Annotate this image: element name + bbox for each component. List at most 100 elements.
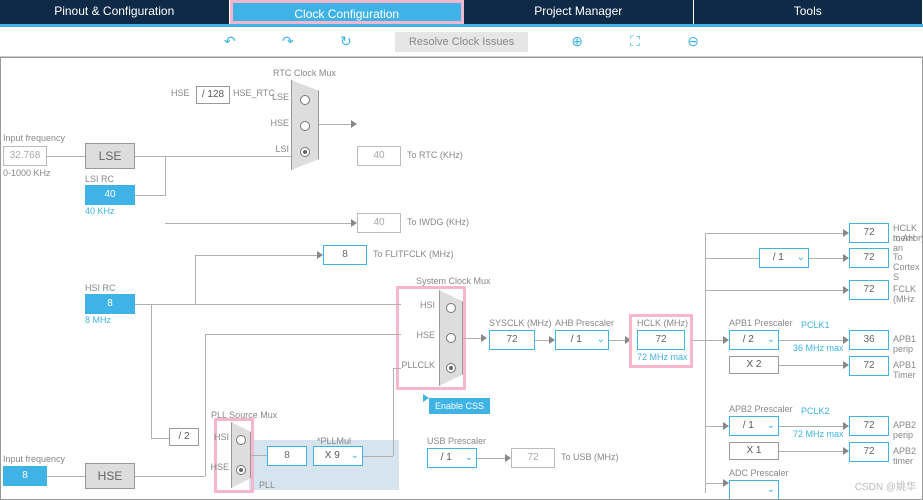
- lsi-freq: 40 KHz: [85, 206, 115, 216]
- tab-project[interactable]: Project Manager: [464, 0, 694, 24]
- lse-range: 0-1000 KHz: [3, 168, 51, 178]
- usb-prescaler[interactable]: / 1: [427, 448, 477, 468]
- pll-lbl: PLL: [259, 480, 275, 490]
- refresh-icon[interactable]: ↻: [337, 33, 355, 50]
- apb2-timer-lbl: APB2 timer: [893, 446, 922, 466]
- enable-css-button[interactable]: Enable CSS: [429, 398, 490, 414]
- lse-input-value[interactable]: 32.768: [3, 146, 47, 166]
- ahb-lbl: AHB Prescaler: [555, 318, 614, 328]
- lsi-label: LSI RC: [85, 174, 114, 184]
- sys-s2: PLLCLK: [397, 360, 435, 370]
- hclk-lbl: HCLK (MHz): [637, 318, 688, 328]
- adc-prescaler[interactable]: [729, 480, 779, 500]
- apb2-lbl: APB2 Prescaler: [729, 404, 793, 414]
- apb1-timer: 72: [849, 356, 889, 376]
- hclk-value[interactable]: 72: [637, 330, 685, 350]
- resolve-button[interactable]: Resolve Clock Issues: [395, 32, 528, 52]
- undo-icon[interactable]: ↶: [221, 33, 239, 50]
- sys-pll-radio[interactable]: [446, 363, 456, 373]
- sys-hse-radio[interactable]: [446, 333, 456, 343]
- apb1-note: 36 MHz max: [793, 343, 844, 353]
- rtc-mux: [291, 80, 319, 170]
- pll-div2: / 2: [169, 428, 199, 446]
- pll-n: 8: [267, 446, 307, 466]
- rtc-hse-radio[interactable]: [300, 95, 310, 105]
- top-v1: 72: [849, 223, 889, 243]
- pllmul[interactable]: X 9: [313, 446, 363, 466]
- rtc-out: To RTC (KHz): [407, 150, 463, 160]
- ahb-prescaler[interactable]: / 1: [555, 330, 609, 350]
- lse-box[interactable]: LSE: [85, 143, 135, 169]
- rtc-hse-lbl: HSE: [171, 88, 190, 98]
- sys-s1: HSE: [401, 330, 435, 340]
- apb2-mult: X 1: [729, 442, 779, 460]
- apb2-note: 72 MHz max: [793, 429, 844, 439]
- sys-hsi-radio[interactable]: [446, 303, 456, 313]
- rtc-lsi-radio[interactable]: [300, 147, 310, 157]
- top-v2: 72: [849, 248, 889, 268]
- pllmul-lbl: *PLLMul: [317, 436, 351, 446]
- apb1-pclk: PCLK1: [801, 320, 830, 330]
- redo-icon[interactable]: ↷: [279, 33, 297, 50]
- toolbar: ↶ ↷ ↻ Resolve Clock Issues ⊕ ⛶ ⊖: [0, 27, 923, 57]
- clock-canvas: Input frequency 32.768 0-1000 KHz LSE LS…: [0, 57, 923, 500]
- rtc-s0: HSE: [259, 118, 289, 128]
- sysclk-value[interactable]: 72: [489, 330, 535, 350]
- tab-tools[interactable]: Tools: [694, 0, 923, 24]
- zoom-out-icon[interactable]: ⊖: [684, 33, 702, 50]
- rtc-value: 40: [357, 146, 401, 166]
- lsi-value: 40: [85, 185, 135, 205]
- top-l3: FCLK (MHz: [893, 284, 922, 304]
- hclk-note: 72 MHz max: [637, 352, 688, 362]
- top-div[interactable]: / 1: [759, 248, 809, 268]
- lse-input-label: Input frequency: [3, 133, 65, 143]
- sysmux-title: System Clock Mux: [416, 276, 491, 286]
- apb2-pclk: PCLK2: [801, 406, 830, 416]
- top-l1b: memory an: [893, 233, 923, 253]
- rtc-s2: LSI: [259, 144, 289, 154]
- sys-s0: HSI: [401, 300, 435, 310]
- sys-mux: [439, 290, 463, 386]
- zoom-in-icon[interactable]: ⊕: [568, 33, 586, 50]
- top-l2: To Cortex S: [893, 252, 922, 282]
- pll-hsi-radio[interactable]: [236, 435, 246, 445]
- flit-out: To FLITFCLK (MHz): [373, 249, 454, 259]
- usb-out: 72: [511, 448, 555, 468]
- hsi-freq: 8 MHz: [85, 315, 111, 325]
- pll-s0: HSI: [207, 432, 229, 442]
- top-v3: 72: [849, 280, 889, 300]
- apb1-lbl: APB1 Prescaler: [729, 318, 793, 328]
- rtc-title: RTC Clock Mux: [273, 68, 336, 78]
- zoom-fit-icon[interactable]: ⛶: [626, 33, 644, 50]
- rtc-lse-radio[interactable]: [300, 121, 310, 131]
- pll-mux: [231, 422, 251, 488]
- hsi-value: 8: [85, 294, 135, 314]
- apb2-periph-lbl: APB2 perip: [893, 420, 922, 440]
- apb1-prescaler[interactable]: / 2: [729, 330, 779, 350]
- tab-clock[interactable]: Clock Configuration: [230, 0, 465, 24]
- rtc-div: / 128: [196, 86, 230, 104]
- usb-lbl: USB Prescaler: [427, 436, 486, 446]
- apb2-timer: 72: [849, 442, 889, 462]
- pll-s1: HSE: [207, 462, 229, 472]
- hsi-label: HSI RC: [85, 283, 116, 293]
- hse-input-label: Input frequency: [3, 454, 65, 464]
- usb-out-lbl: To USB (MHz): [561, 452, 619, 462]
- watermark: CSDN @姚华: [855, 478, 916, 493]
- hse-input-value[interactable]: 8: [3, 466, 47, 486]
- rtc-hsertc: HSE_RTC: [233, 88, 275, 98]
- apb1-periph-lbl: APB1 perip: [893, 334, 922, 354]
- sysclk-lbl: SYSCLK (MHz): [489, 318, 552, 328]
- tab-pinout[interactable]: Pinout & Configuration: [0, 0, 230, 24]
- flit-value: 8: [323, 245, 367, 265]
- adc-lbl: ADC Prescaler: [729, 468, 789, 478]
- top-tabs: Pinout & Configuration Clock Configurati…: [0, 0, 923, 24]
- apb2-periph: 72: [849, 416, 889, 436]
- pll-hse-radio[interactable]: [236, 465, 246, 475]
- apb1-timer-lbl: APB1 Timer: [893, 360, 922, 380]
- apb2-prescaler[interactable]: / 1: [729, 416, 779, 436]
- iwdg-out: To IWDG (KHz): [407, 217, 469, 227]
- hse-box[interactable]: HSE: [85, 463, 135, 489]
- apb1-periph: 36: [849, 330, 889, 350]
- iwdg-value: 40: [357, 213, 401, 233]
